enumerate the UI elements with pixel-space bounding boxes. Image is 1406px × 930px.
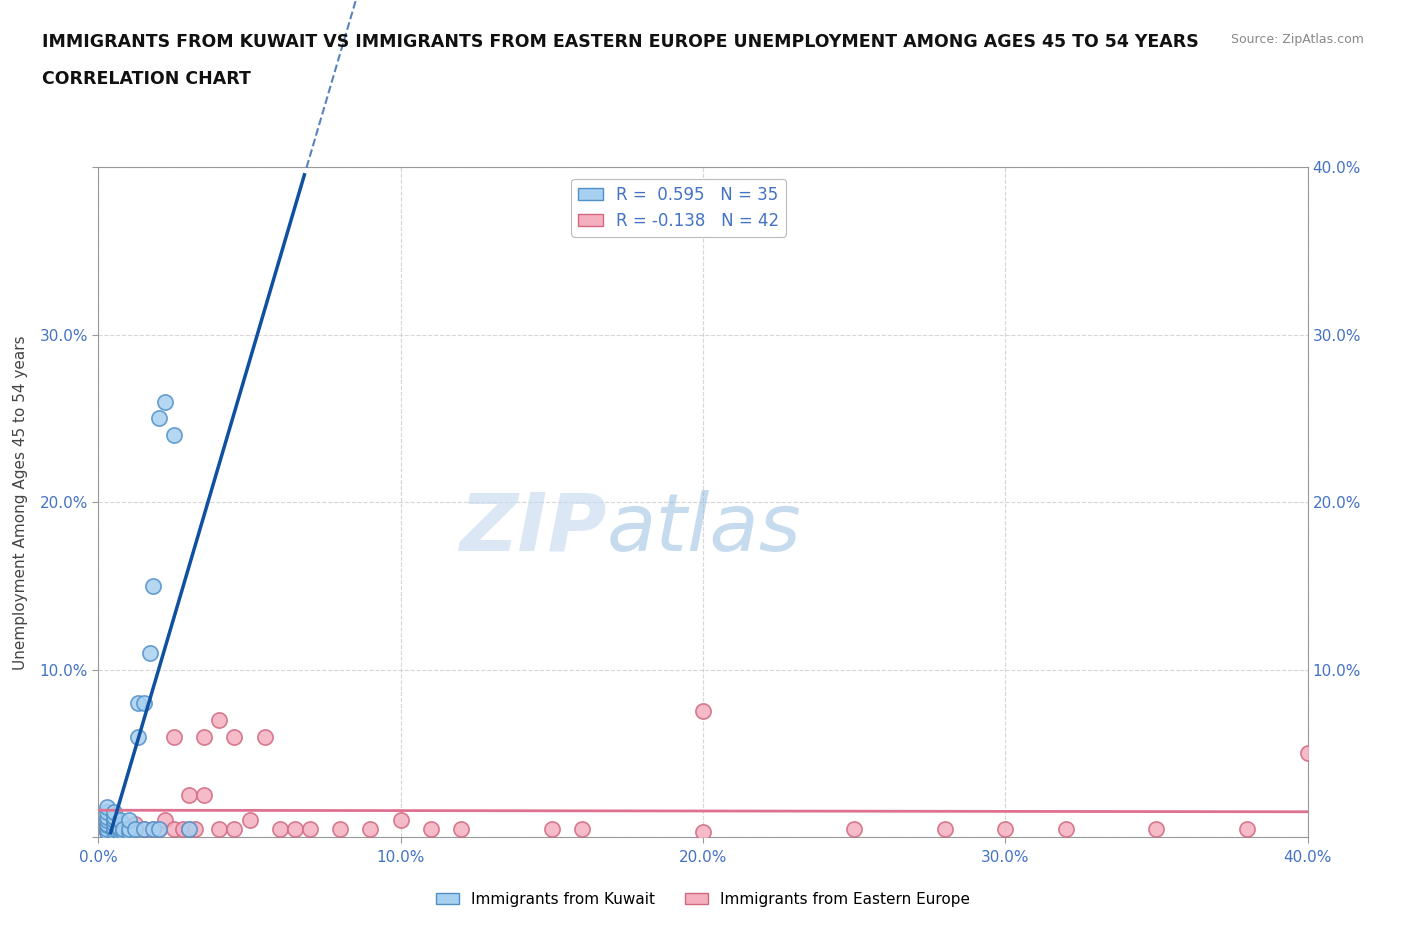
Point (1236, 821, 1258, 836)
Point (103, 825, 125, 840)
Point (541, 821, 564, 836)
Point (1296, 746, 1319, 761)
Point (179, 788, 201, 803)
Point (208, 712, 231, 727)
Point (108, 821, 131, 836)
Point (132, 696, 155, 711)
Point (132, 821, 155, 836)
Point (1146, 821, 1168, 836)
Point (111, 821, 134, 836)
Point (329, 821, 352, 836)
Point (103, 809, 125, 824)
Point (142, 578, 165, 593)
Point (571, 821, 593, 836)
Text: atlas: atlas (606, 490, 801, 568)
Point (224, 821, 246, 836)
Point (163, 729, 186, 744)
Point (103, 813, 125, 828)
Point (103, 825, 125, 840)
Y-axis label: Unemployment Among Ages 45 to 54 years: Unemployment Among Ages 45 to 54 years (14, 335, 28, 670)
Point (148, 821, 170, 836)
Point (103, 821, 125, 836)
Point (163, 428, 186, 443)
Point (127, 729, 149, 744)
Point (360, 821, 382, 836)
Point (103, 817, 125, 831)
Point (153, 394, 176, 409)
Point (96, 809, 118, 824)
Point (142, 821, 165, 836)
Point (224, 729, 246, 744)
Text: IMMIGRANTS FROM KUWAIT VS IMMIGRANTS FROM EASTERN EUROPE UNEMPLOYMENT AMONG AGES: IMMIGRANTS FROM KUWAIT VS IMMIGRANTS FRO… (42, 33, 1199, 50)
Point (284, 821, 307, 836)
Point (692, 704, 714, 719)
Point (420, 821, 443, 836)
Point (269, 821, 291, 836)
Point (193, 729, 215, 744)
Point (127, 696, 149, 711)
Point (253, 729, 276, 744)
Text: Source: ZipAtlas.com: Source: ZipAtlas.com (1230, 33, 1364, 46)
Point (108, 825, 131, 840)
Point (179, 821, 201, 836)
Point (103, 804, 125, 819)
Point (124, 821, 146, 836)
Point (299, 821, 322, 836)
Point (153, 813, 176, 828)
Point (111, 825, 134, 840)
Point (1054, 821, 1077, 836)
Point (96, 813, 118, 828)
Point (96, 825, 118, 840)
Point (994, 821, 1017, 836)
Point (172, 821, 194, 836)
Legend: R =  0.595   N = 35, R = -0.138   N = 42: R = 0.595 N = 35, R = -0.138 N = 42 (571, 179, 786, 237)
Point (96, 825, 118, 840)
Point (193, 788, 215, 803)
Text: ZIP: ZIP (458, 490, 606, 568)
Point (179, 821, 201, 836)
Point (239, 813, 262, 828)
Point (148, 821, 170, 836)
Point (184, 821, 207, 836)
Legend: Immigrants from Kuwait, Immigrants from Eastern Europe: Immigrants from Kuwait, Immigrants from … (429, 886, 977, 913)
Point (108, 813, 131, 828)
Point (111, 821, 134, 836)
Point (96, 804, 118, 819)
Point (934, 821, 956, 836)
Point (96, 800, 118, 815)
Point (163, 821, 186, 836)
Point (844, 821, 866, 836)
Point (118, 821, 141, 836)
Point (132, 821, 155, 836)
Text: CORRELATION CHART: CORRELATION CHART (42, 70, 252, 87)
Point (124, 817, 146, 831)
Point (142, 821, 165, 836)
Point (118, 825, 141, 840)
Point (139, 645, 162, 660)
Point (96, 817, 118, 832)
Point (450, 821, 472, 836)
Point (118, 821, 141, 836)
Point (389, 813, 412, 828)
Point (208, 821, 231, 836)
Point (118, 813, 141, 828)
Point (692, 825, 714, 840)
Point (96, 817, 118, 831)
Point (148, 411, 170, 426)
Point (96, 821, 118, 836)
